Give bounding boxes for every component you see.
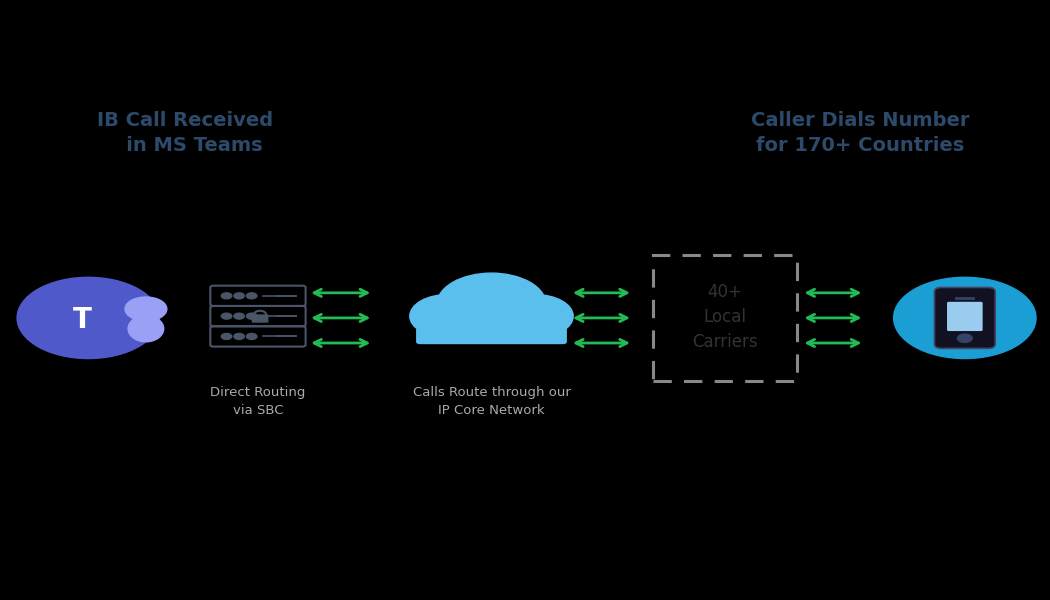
Ellipse shape <box>128 316 164 342</box>
FancyBboxPatch shape <box>947 302 983 331</box>
Text: T: T <box>72 306 91 334</box>
Circle shape <box>958 334 972 343</box>
Circle shape <box>222 334 232 340</box>
Circle shape <box>222 293 232 299</box>
Bar <box>653 255 797 380</box>
FancyBboxPatch shape <box>934 287 995 349</box>
FancyBboxPatch shape <box>416 320 567 344</box>
Circle shape <box>234 293 245 299</box>
Circle shape <box>410 295 485 338</box>
Circle shape <box>247 313 257 319</box>
Circle shape <box>437 273 546 335</box>
Text: Direct Routing
via SBC: Direct Routing via SBC <box>210 386 306 417</box>
Circle shape <box>894 277 1036 359</box>
Circle shape <box>222 313 232 319</box>
Circle shape <box>498 295 573 338</box>
Circle shape <box>462 310 521 343</box>
Text: Caller Dials Number
for 170+ Countries: Caller Dials Number for 170+ Countries <box>751 111 969 155</box>
Ellipse shape <box>110 310 140 332</box>
Text: Calls Route through our
IP Core Network: Calls Route through our IP Core Network <box>413 386 570 417</box>
Circle shape <box>439 308 498 342</box>
Circle shape <box>247 334 257 340</box>
Circle shape <box>108 293 142 313</box>
Circle shape <box>234 334 245 340</box>
Circle shape <box>247 293 257 299</box>
Circle shape <box>485 308 544 342</box>
Circle shape <box>234 313 245 319</box>
Circle shape <box>125 297 167 321</box>
FancyBboxPatch shape <box>252 314 269 323</box>
Circle shape <box>17 277 160 359</box>
Text: IB Call Received
   in MS Teams: IB Call Received in MS Teams <box>97 111 273 155</box>
Text: 40+
Local
Carriers: 40+ Local Carriers <box>692 283 758 351</box>
